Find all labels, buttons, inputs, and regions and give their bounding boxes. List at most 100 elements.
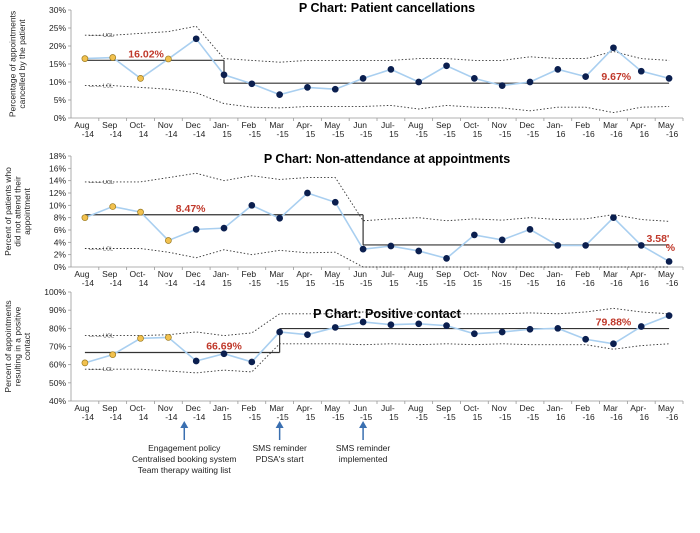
x-tick-label-line: Oct- — [130, 403, 146, 413]
event-arrow-head — [180, 421, 189, 428]
lcl-label: — — LCL — [89, 84, 113, 90]
x-tick-label: Nov -14 — [158, 269, 178, 288]
x-tick-label-line: Aug — [408, 269, 423, 279]
x-tick-label-line: Feb — [575, 120, 590, 130]
x-tick-label: May -15 — [324, 269, 344, 288]
x-tick-label: Dec -15 — [519, 403, 539, 422]
x-tick-label-line: Oct- — [463, 269, 479, 279]
x-tick-label-line: -16 — [582, 278, 595, 288]
centerline-annotation: % — [666, 242, 676, 254]
x-tick-label-line: -16 — [582, 412, 595, 422]
x-tick-label-line: 15 — [222, 129, 232, 139]
y-tick-label: 40% — [49, 396, 66, 406]
data-point — [192, 357, 200, 365]
centerline-annotation: 3.58' — [646, 233, 669, 245]
x-tick-label-line: Mar — [603, 403, 618, 413]
event-note: implemented — [339, 454, 388, 464]
x-tick-label-line: Jan- — [547, 403, 564, 413]
y-tick-label: 70% — [49, 342, 66, 352]
x-tick-label-line: -15 — [360, 278, 373, 288]
x-tick-label: Oct-15 — [463, 403, 482, 422]
lcl-line — [84, 85, 670, 114]
x-tick-label-line: 16 — [640, 278, 650, 288]
x-tick-label-line: -15 — [332, 129, 345, 139]
x-tick-label: Apr-15 — [296, 120, 315, 139]
data-point — [248, 201, 256, 209]
data-point — [443, 322, 450, 329]
ucl-label: — — UCL — [89, 334, 114, 340]
chart-panel-2: P Chart: Non-attendance at appointments 0… — [3, 151, 684, 288]
x-tick-label: Oct-15 — [463, 120, 482, 139]
x-tick-label-line: Apr- — [296, 120, 312, 130]
y-axis-label-line: contact — [22, 332, 32, 360]
data-point — [554, 66, 562, 73]
data-point — [359, 75, 367, 82]
lcl-label: — — LCL — [89, 367, 113, 373]
x-tick-label: Mar -15 — [269, 403, 289, 422]
x-tick-label-line: Sep — [102, 120, 117, 130]
x-tick-label-line: -15 — [527, 278, 540, 288]
x-tick-label: Mar -16 — [603, 269, 623, 288]
data-point — [415, 247, 423, 255]
x-tick-label-line: Apr- — [630, 120, 646, 130]
x-tick-label-line: 14 — [139, 129, 149, 139]
x-tick-label-line: Oct- — [130, 120, 146, 130]
x-tick-label: Feb -15 — [241, 403, 261, 422]
data-point — [610, 214, 617, 222]
chart-panel-3: P Chart: Positive contact40%50%60%70%80%… — [3, 287, 684, 475]
x-tick-label-line: 15 — [473, 129, 483, 139]
x-tick-label: Feb -16 — [575, 269, 595, 288]
x-tick-label: Aug -15 — [408, 269, 428, 288]
x-tick-label-line: -16 — [610, 129, 623, 139]
x-tick-label: Dec -15 — [519, 120, 539, 139]
y-tick-label: 18% — [49, 151, 66, 161]
x-tick-label-line: -15 — [416, 278, 429, 288]
data-point — [498, 82, 506, 89]
x-tick-label: Mar -16 — [603, 120, 623, 139]
event-note: SMS reminder — [336, 443, 390, 453]
data-point — [248, 80, 256, 88]
x-tick-label: Sep -14 — [102, 120, 122, 139]
x-tick-label-line: -15 — [499, 278, 512, 288]
x-tick-label-line: Jan- — [213, 120, 230, 130]
baseline-point — [81, 214, 89, 222]
x-tick-label-line: Mar — [603, 269, 618, 279]
data-point — [331, 324, 339, 331]
x-tick-label: Nov -15 — [492, 403, 512, 422]
x-tick-label-line: -14 — [110, 278, 123, 288]
x-tick-label: Mar -15 — [269, 269, 289, 288]
data-point — [443, 62, 450, 70]
x-tick-label-line: Jun — [353, 120, 367, 130]
x-tick-label-line: Jan- — [547, 269, 564, 279]
x-tick-label: Oct-15 — [463, 269, 482, 288]
y-axis-label: Percent of appointmentsresulting in a po… — [3, 300, 32, 392]
x-tick-label-line: -14 — [82, 412, 95, 422]
x-tick-label-line: -14 — [82, 129, 95, 139]
x-tick-label-line: -15 — [249, 278, 262, 288]
y-axis-label-line: appointment — [22, 187, 32, 234]
x-tick-label-line: Oct- — [463, 120, 479, 130]
x-tick-label-line: Oct- — [463, 403, 479, 413]
y-tick-label: 25% — [49, 23, 66, 33]
x-tick-label-line: 15 — [389, 278, 399, 288]
y-tick-label: 6% — [54, 225, 67, 235]
lcl-line — [84, 343, 670, 374]
data-point — [331, 198, 339, 206]
data-point — [582, 242, 589, 249]
x-tick-label-line: Jan- — [213, 269, 230, 279]
centerline-annotation: 9.67% — [601, 71, 631, 83]
data-point — [471, 231, 478, 239]
x-tick-label-line: Jul- — [381, 120, 395, 130]
x-tick-label-line: -15 — [499, 129, 512, 139]
x-tick-label-line: -14 — [193, 412, 206, 422]
baseline-point — [109, 203, 117, 210]
x-tick-label: Dec -14 — [186, 269, 206, 288]
ucl-line — [84, 307, 670, 337]
baseline-point — [137, 208, 144, 216]
data-point — [276, 91, 283, 98]
x-tick-label-line: Jun — [353, 403, 367, 413]
y-axis-label-line: Percent of patients who — [3, 167, 13, 256]
x-tick-label: Jan-16 — [547, 120, 566, 139]
data-point — [665, 258, 673, 265]
